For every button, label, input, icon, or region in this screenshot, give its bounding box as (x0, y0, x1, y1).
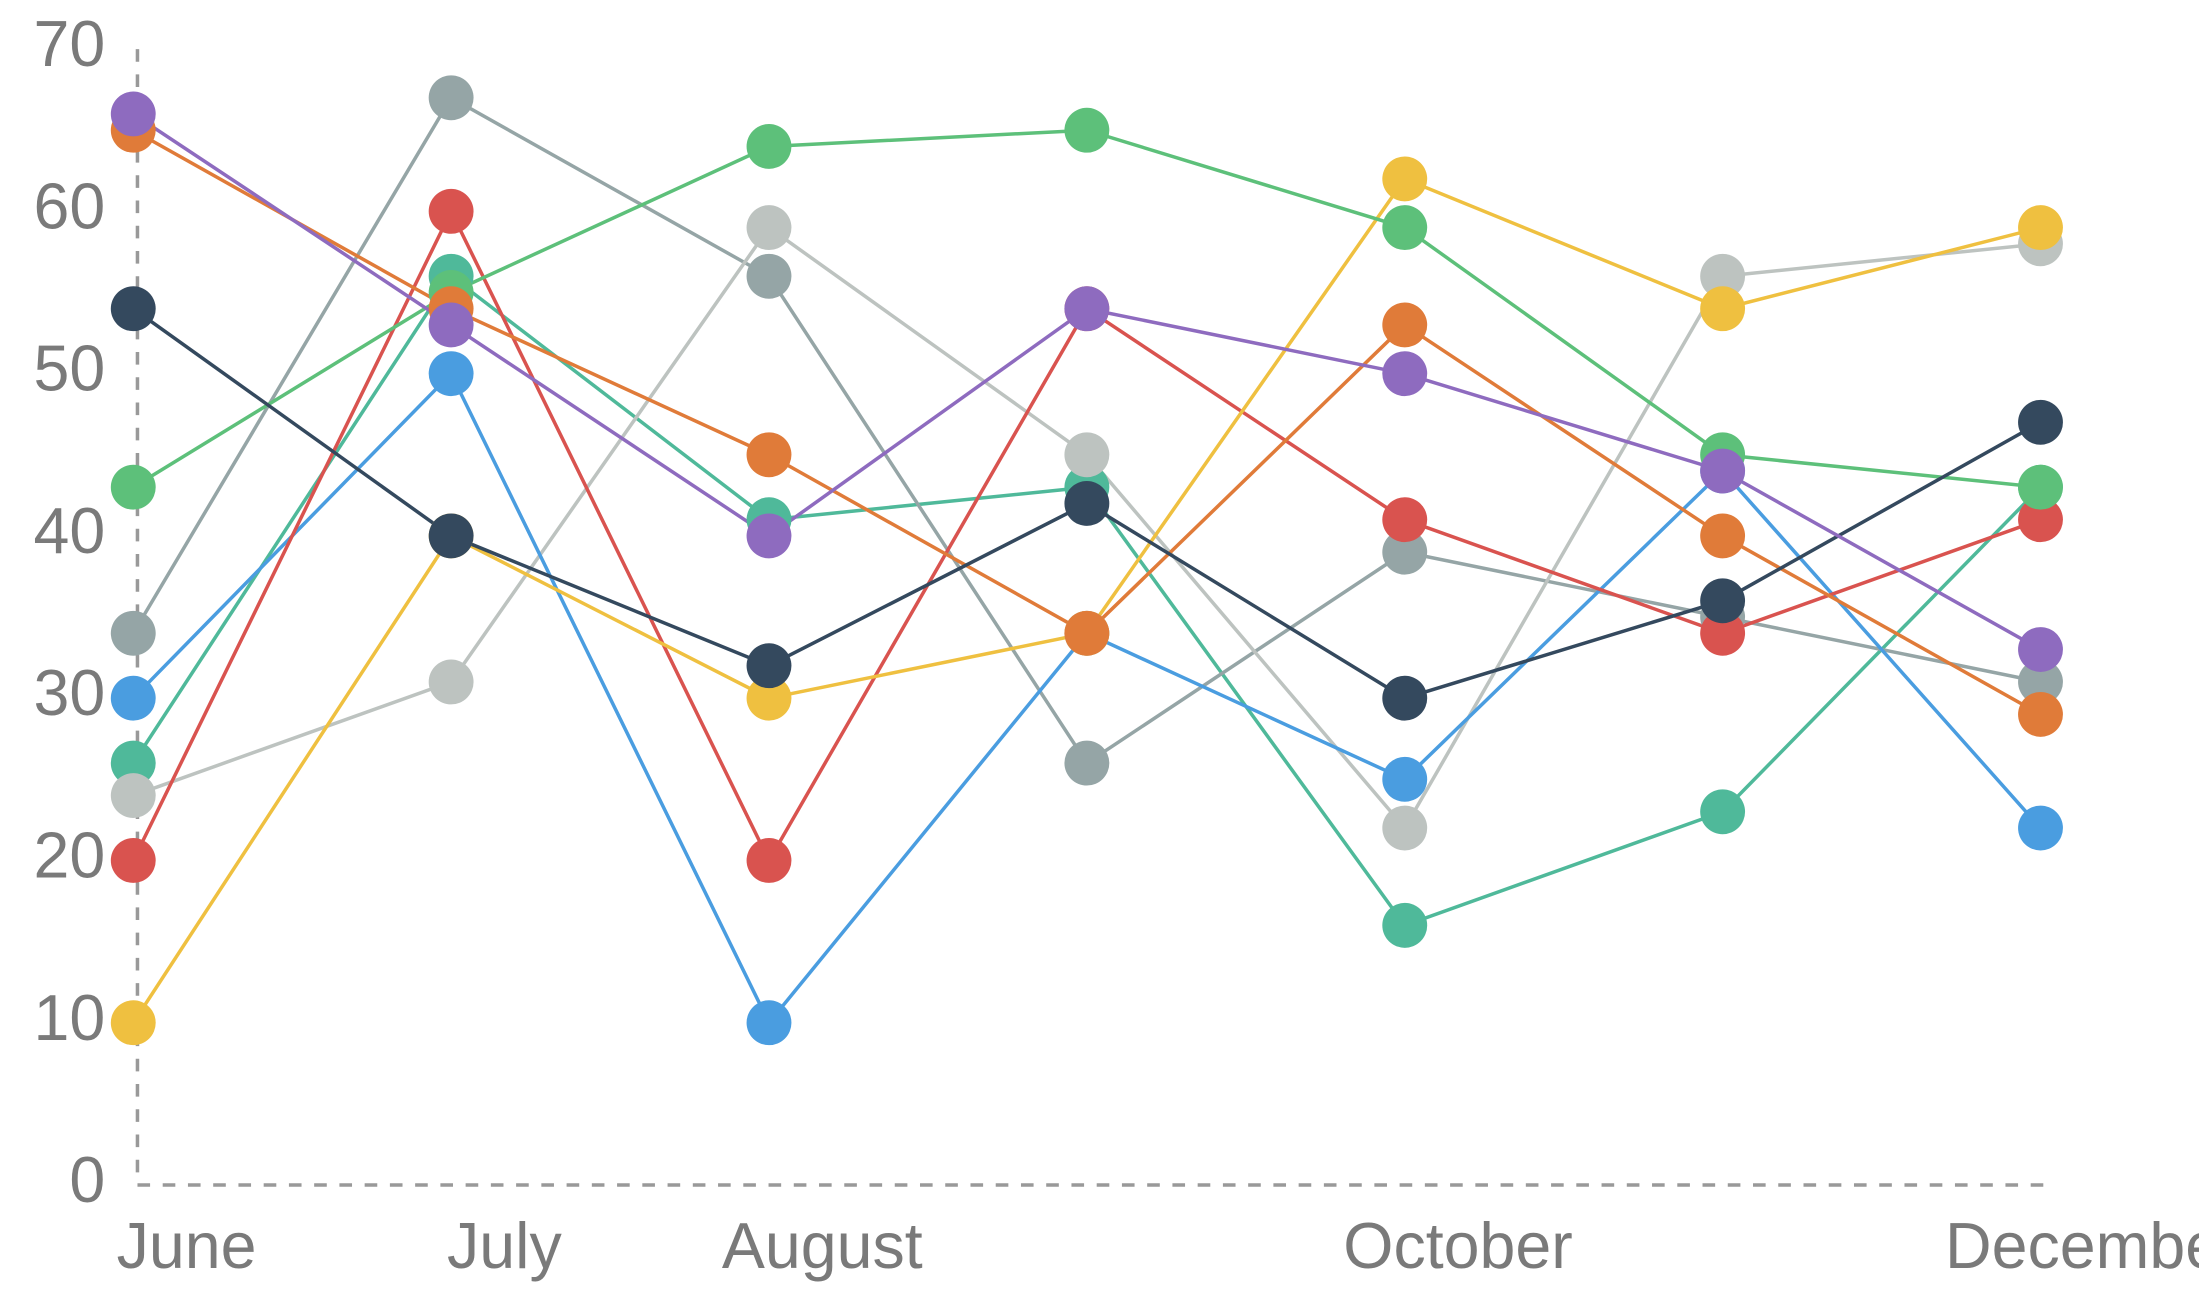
y-tick-label: 0 (69, 1144, 105, 1216)
data-point (428, 351, 474, 397)
data-point (746, 513, 792, 559)
data-point (110, 91, 156, 137)
data-point (746, 253, 792, 299)
series-line (131, 273, 2042, 928)
data-point (110, 773, 156, 818)
data-point (746, 675, 792, 721)
data-point (1700, 448, 1746, 494)
y-tick-label: 40 (33, 495, 105, 567)
data-point (746, 643, 792, 689)
data-point (2018, 464, 2063, 510)
data-point (2018, 399, 2063, 445)
data-point (1700, 513, 1746, 559)
data-point (1064, 107, 1110, 153)
data-point (110, 838, 156, 883)
y-tick-label: 30 (33, 657, 105, 729)
data-point (746, 1000, 792, 1046)
data-point (1382, 302, 1428, 348)
data-point (110, 610, 156, 656)
x-tick-label: July (447, 1210, 562, 1282)
data-point (110, 286, 156, 332)
data-point (110, 740, 156, 786)
data-point (428, 513, 474, 559)
series-line (131, 95, 2041, 766)
data-point (1700, 578, 1746, 624)
data-point (746, 205, 792, 251)
x-tick-label: December (1945, 1210, 2199, 1282)
data-point (1382, 902, 1428, 948)
y-tick-label: 20 (33, 819, 105, 891)
data-point (2018, 497, 2063, 543)
data-point (428, 188, 474, 234)
data-point (1700, 253, 1746, 299)
data-point (2018, 691, 2063, 737)
data-point (1064, 610, 1110, 656)
data-point (428, 302, 474, 348)
data-point (1382, 529, 1428, 575)
data-point (1382, 756, 1428, 802)
data-point (1700, 610, 1746, 656)
data-point (746, 838, 792, 883)
y-tick-label: 60 (33, 170, 105, 242)
data-point (1382, 497, 1428, 543)
y-tick-label: 10 (33, 982, 105, 1054)
data-point (1064, 286, 1110, 332)
data-point (428, 75, 474, 121)
data-point (110, 464, 156, 510)
data-point (428, 659, 474, 705)
data-point (110, 675, 156, 721)
data-point (1382, 351, 1428, 397)
x-tick-label: October (1343, 1210, 1572, 1282)
data-point (1064, 740, 1110, 786)
data-point (1382, 805, 1428, 851)
data-point (1382, 675, 1428, 721)
x-tick-label: June (117, 1210, 257, 1282)
data-point (1064, 481, 1110, 526)
data-point (746, 432, 792, 478)
data-point (746, 124, 792, 169)
data-point (2018, 205, 2063, 251)
y-tick-label: 50 (33, 333, 105, 405)
data-point (1382, 156, 1428, 202)
data-point (110, 1000, 156, 1046)
data-point (1382, 205, 1428, 251)
data-point (2018, 805, 2063, 851)
x-tick-label: August (722, 1210, 923, 1282)
data-point (2018, 627, 2063, 672)
data-point (1700, 286, 1746, 332)
series-line (132, 112, 2042, 652)
data-point (1064, 432, 1110, 478)
data-point (1700, 789, 1746, 835)
data-point (2018, 659, 2063, 705)
y-tick-label: 70 (33, 8, 105, 80)
